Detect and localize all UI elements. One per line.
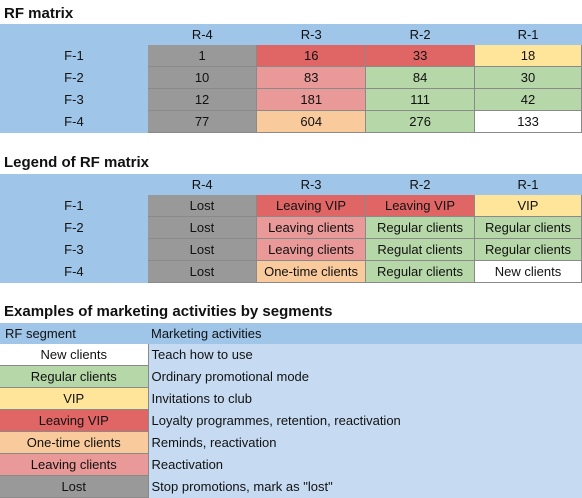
activity-row: Leaving VIP Loyalty programmes, retention…	[0, 409, 582, 432]
rf-matrix-cell: 12	[147, 88, 258, 111]
legend-cell: Lost	[147, 238, 258, 261]
legend-cell: Lost	[147, 260, 258, 283]
rf-matrix-row: F-4 77 604 276 133	[0, 110, 582, 133]
legend-col-header: R-3	[300, 177, 322, 192]
activity-row: One-time clients Reminds, reactivation	[0, 431, 582, 454]
activity-cell: Reactivation	[148, 453, 582, 476]
legend-cell: Regular clients	[474, 238, 582, 261]
legend-row: F-1 Lost Leaving VIP Leaving VIP VIP	[0, 195, 582, 217]
rf-matrix-cell: 33	[365, 45, 476, 67]
rf-matrix-col-header: R-2	[409, 27, 431, 42]
segment-cell: Lost	[0, 475, 149, 498]
segment-cell: New clients	[0, 344, 149, 366]
rf-matrix-cell: 181	[256, 88, 367, 111]
activity-cell: Stop promotions, mark as "lost"	[148, 475, 582, 498]
legend-cell: VIP	[474, 195, 582, 217]
legend-cell: Leaving VIP	[365, 195, 475, 217]
rf-matrix-corner	[0, 24, 148, 45]
header-marketing-activities: Marketing activities	[148, 323, 582, 344]
rf-matrix-row-label: F-3	[0, 88, 148, 111]
legend-cell: Regulat clients	[365, 238, 475, 261]
legend-row-label: F-1	[0, 195, 148, 217]
activities-table: RF segment Marketing activities New clie…	[0, 323, 582, 498]
legend-cell: New clients	[474, 260, 582, 283]
legend-col-header: R-4	[191, 177, 213, 192]
header-rf-segment: RF segment	[0, 323, 148, 344]
rf-matrix-cell: 77	[147, 110, 258, 133]
segment-cell: VIP	[0, 387, 149, 410]
legend-table: R-4 R-3 R-2 R-1 F-1 Lost Leaving VIP Leaving VI…	[0, 174, 582, 283]
rf-matrix-header-row: R-4 R-3 R-2 R-1	[0, 24, 582, 45]
legend-row: F-3 Lost Leaving clients Regulat clients Reg…	[0, 238, 582, 261]
legend-cell: Regular clients	[365, 216, 475, 239]
rf-matrix-cell: 84	[365, 66, 476, 89]
rf-matrix-cell: 18	[474, 45, 582, 67]
rf-matrix-col-header: R-1	[517, 27, 539, 42]
activity-row: VIP Invitations to club	[0, 387, 582, 410]
rf-matrix-row: F-1 1 16 33 18	[0, 45, 582, 67]
activities-title: Examples of marketing activities by segm…	[4, 303, 333, 320]
rf-matrix-cell: 10	[147, 66, 258, 89]
rf-matrix-title: RF matrix	[4, 5, 74, 22]
activity-row: New clients Teach how to use	[0, 344, 582, 366]
rf-matrix-cell: 16	[256, 45, 367, 67]
activity-cell: Loyalty programmes, retention, reactivat…	[148, 409, 582, 432]
activity-cell: Reminds, reactivation	[148, 431, 582, 454]
activity-row: Leaving clients Reactivation	[0, 453, 582, 476]
rf-matrix-row: F-2 10 83 84 30	[0, 66, 582, 89]
legend-row: F-2 Lost Leaving clients Regular clients Reg…	[0, 216, 582, 239]
legend-cell: Regular clients	[474, 216, 582, 239]
rf-matrix-cell: 133	[474, 110, 582, 133]
rf-matrix-col-header: R-3	[300, 27, 322, 42]
legend-cell: Lost	[147, 195, 258, 217]
rf-matrix-cell: 30	[474, 66, 582, 89]
activity-cell: Teach how to use	[148, 344, 582, 366]
segment-cell: Leaving VIP	[0, 409, 149, 432]
legend-col-header: R-2	[409, 177, 431, 192]
rf-matrix-cell: 604	[256, 110, 367, 133]
legend-cell: Leaving clients	[256, 216, 367, 239]
legend-cell: Lost	[147, 216, 258, 239]
legend-cell: Regular clients	[365, 260, 475, 283]
rf-matrix-row-label: F-1	[0, 45, 148, 67]
activity-cell: Invitations to club	[148, 387, 582, 410]
activities-header-row: RF segment Marketing activities	[0, 323, 582, 344]
rf-matrix-cell: 111	[365, 88, 476, 111]
legend-row-label: F-3	[0, 238, 148, 261]
activity-cell: Ordinary promotional mode	[148, 365, 582, 388]
legend-cell: Leaving clients	[256, 238, 367, 261]
legend-cell: Leaving VIP	[256, 195, 367, 217]
rf-matrix-cell: 42	[474, 88, 582, 111]
legend-row: F-4 Lost One-time clients Regular clients Ne…	[0, 260, 582, 283]
legend-title: Legend of RF matrix	[4, 154, 150, 171]
rf-matrix-row-label: F-4	[0, 110, 148, 133]
activity-row: Regular clients Ordinary promotional mode	[0, 365, 582, 388]
segment-cell: Leaving clients	[0, 453, 149, 476]
rf-matrix-col-header: R-4	[191, 27, 213, 42]
legend-row-label: F-2	[0, 216, 148, 239]
legend-row-label: F-4	[0, 260, 148, 283]
rf-matrix-cell: 1	[147, 45, 258, 67]
segment-cell: One-time clients	[0, 431, 149, 454]
legend-corner	[0, 174, 148, 195]
rf-matrix-row-label: F-2	[0, 66, 148, 89]
rf-matrix-cell: 83	[256, 66, 367, 89]
rf-matrix-row: F-3 12 181 111 42	[0, 88, 582, 111]
rf-matrix-table: R-4 R-3 R-2 R-1 F-1 1 16 33 18 F-2 10 83 84 30 F-3 12 18…	[0, 24, 582, 133]
activity-row: Lost Stop promotions, mark as "lost"	[0, 475, 582, 498]
segment-cell: Regular clients	[0, 365, 149, 388]
rf-matrix-cell: 276	[365, 110, 476, 133]
legend-header-row: R-4 R-3 R-2 R-1	[0, 174, 582, 195]
legend-col-header: R-1	[517, 177, 539, 192]
legend-cell: One-time clients	[256, 260, 367, 283]
